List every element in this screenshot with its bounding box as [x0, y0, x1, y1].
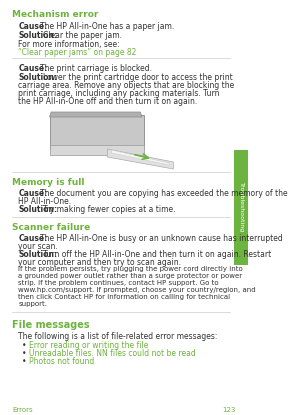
- Text: Clear the paper jam.: Clear the paper jam.: [43, 31, 122, 40]
- Text: Cause:: Cause:: [18, 22, 47, 31]
- Text: Error reading or writing the file: Error reading or writing the file: [29, 341, 148, 350]
- Text: Cause:: Cause:: [18, 64, 47, 73]
- Polygon shape: [50, 112, 142, 117]
- Text: Solution:: Solution:: [18, 73, 57, 82]
- Text: 123: 123: [222, 407, 235, 413]
- Text: HP All-in-One.: HP All-in-One.: [18, 197, 71, 206]
- Text: Scanner failure: Scanner failure: [12, 223, 91, 232]
- Text: a grounded power outlet rather than a surge protector or power: a grounded power outlet rather than a su…: [18, 273, 242, 279]
- Text: then click Contact HP for information on calling for technical: then click Contact HP for information on…: [18, 294, 230, 300]
- Text: Cause:: Cause:: [18, 234, 47, 243]
- Text: •: •: [22, 341, 27, 350]
- Text: your scan.: your scan.: [18, 242, 58, 251]
- Text: The print carriage is blocked.: The print carriage is blocked.: [40, 64, 152, 73]
- Text: The following is a list of file-related error messages:: The following is a list of file-related …: [18, 332, 218, 341]
- Polygon shape: [50, 145, 145, 155]
- Text: •: •: [22, 357, 27, 366]
- Text: strip. If the problem continues, contact HP support. Go to: strip. If the problem continues, contact…: [18, 280, 219, 286]
- Text: File messages: File messages: [12, 320, 90, 330]
- Text: The HP All-in-One is busy or an unknown cause has interrupted: The HP All-in-One is busy or an unknown …: [40, 234, 282, 243]
- Text: If the problem persists, try plugging the power cord directly into: If the problem persists, try plugging th…: [18, 266, 243, 272]
- Text: Try making fewer copies at a time.: Try making fewer copies at a time.: [43, 205, 176, 214]
- Text: The HP All-in-One has a paper jam.: The HP All-in-One has a paper jam.: [40, 22, 174, 31]
- Text: Solution:: Solution:: [18, 31, 57, 40]
- Text: carriage area. Remove any objects that are blocking the: carriage area. Remove any objects that a…: [18, 81, 234, 90]
- Text: your computer and then try to scan again.: your computer and then try to scan again…: [18, 258, 181, 267]
- Text: Turn off the HP All-in-One and then turn it on again. Restart: Turn off the HP All-in-One and then turn…: [43, 250, 271, 259]
- Polygon shape: [107, 149, 173, 169]
- Text: Errors: Errors: [12, 407, 33, 413]
- Text: Photos not found: Photos not found: [29, 357, 94, 366]
- Text: The document you are copying has exceeded the memory of the: The document you are copying has exceede…: [40, 189, 287, 198]
- Text: •: •: [22, 349, 27, 358]
- Text: For more information, see:: For more information, see:: [18, 40, 120, 49]
- Text: Lower the print cartridge door to access the print: Lower the print cartridge door to access…: [43, 73, 233, 82]
- Text: support.: support.: [18, 301, 47, 307]
- Text: Mechanism error: Mechanism error: [12, 10, 99, 19]
- Text: Troubleshooting: Troubleshooting: [238, 182, 244, 233]
- Text: “Clear paper jams” on page 82: “Clear paper jams” on page 82: [18, 48, 136, 57]
- Text: Memory is full: Memory is full: [12, 178, 85, 187]
- Text: print carriage, including any packing materials. Turn: print carriage, including any packing ma…: [18, 89, 220, 98]
- Text: Solution:: Solution:: [18, 250, 57, 259]
- Text: Unreadable files. NN files could not be read: Unreadable files. NN files could not be …: [29, 349, 196, 358]
- Text: www.hp.com/support. If prompted, choose your country/region, and: www.hp.com/support. If prompted, choose …: [18, 287, 256, 293]
- Polygon shape: [112, 150, 169, 165]
- Text: Cause:: Cause:: [18, 189, 47, 198]
- Text: the HP All-in-One off and then turn it on again.: the HP All-in-One off and then turn it o…: [18, 97, 197, 106]
- FancyBboxPatch shape: [235, 150, 248, 265]
- Text: Solution:: Solution:: [18, 205, 57, 214]
- Polygon shape: [50, 115, 145, 149]
